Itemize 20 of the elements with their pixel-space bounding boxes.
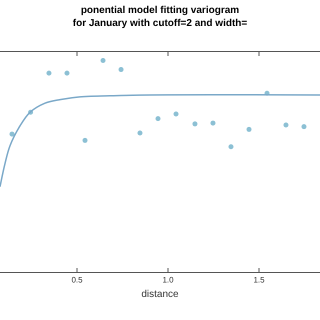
point <box>210 120 216 126</box>
point <box>192 121 198 126</box>
point <box>246 126 252 132</box>
point <box>64 70 70 76</box>
point <box>82 138 88 143</box>
x-tick-label: 0.5 <box>71 276 84 285</box>
point <box>100 58 106 63</box>
point <box>283 122 288 128</box>
point <box>10 132 15 137</box>
x-tick-label: 1.0 <box>162 276 174 285</box>
point <box>301 124 306 130</box>
point <box>174 111 179 116</box>
chart-title: ponential model fitting variogram for January with cutoff=2 and width= <box>72 4 248 29</box>
x-tick-label: 1.5 <box>253 276 266 285</box>
point <box>118 67 124 72</box>
point <box>156 116 160 122</box>
point <box>137 130 142 136</box>
point <box>46 70 52 76</box>
x-axis-title: distance <box>141 289 180 300</box>
point <box>228 144 234 150</box>
